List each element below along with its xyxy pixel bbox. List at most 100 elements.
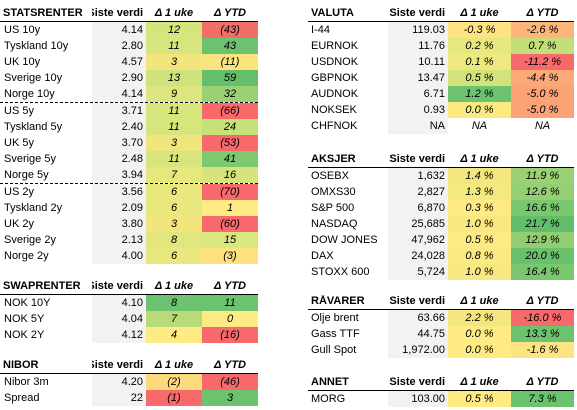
last-value-cell: 4.14 (92, 22, 146, 38)
last-value-cell: 4.10 (92, 295, 146, 311)
table-row: S&P 500 6,870 0.3 % 16.6 % (308, 200, 574, 216)
week-change-cell: (2) (146, 374, 202, 390)
week-change-cell: 0.0 % (448, 326, 511, 342)
row-label: EURNOK (311, 40, 359, 52)
week-change-cell: 13 (146, 70, 202, 86)
ytd-change-cell: -2.6 % (511, 22, 574, 38)
row-label: DOW JONES (311, 234, 378, 246)
ytd-change-cell: 11 (202, 295, 258, 311)
last-value-cell: 63.66 (388, 310, 448, 326)
last-value-cell: 4.14 (92, 86, 146, 102)
row-label: DAX (311, 250, 334, 262)
ytd-change-cell: 0 (202, 311, 258, 327)
column-header: Δ YTD (526, 375, 559, 388)
last-value-cell: 0.93 (388, 102, 448, 118)
annet-table: ANNET Siste verdi Δ 1 uke Δ YTD MORG 103.00 0.… (308, 373, 574, 407)
row-label: Sverige 2y (4, 234, 56, 246)
table-row: DOW JONES 47,962 0.5 % 12.9 % (308, 232, 574, 248)
statsrenter-header: STATSRENTER Siste verdi Δ 1 uke Δ YTD (0, 4, 258, 22)
week-change-cell: 6 (146, 248, 202, 264)
week-change-cell: 11 (146, 38, 202, 54)
row-label: US 5y (4, 105, 34, 117)
column-header: RÅVARER (311, 294, 365, 307)
table-row: NASDAQ 25,685 1.0 % 21.7 % (308, 216, 574, 232)
aksjer-header: AKSJER Siste verdi Δ 1 uke Δ YTD (308, 150, 574, 168)
aksjer-table: AKSJER Siste verdi Δ 1 uke Δ YTD OSEBX 1,632 1… (308, 150, 574, 280)
valuta-table: VALUTA Siste verdi Δ 1 uke Δ YTD I-44 119.03-… (308, 4, 574, 134)
last-value-cell: 2.13 (92, 232, 146, 248)
ytd-change-cell: 59 (202, 70, 258, 86)
table-row: Tyskland 10y 2.80 11 43 (0, 38, 258, 54)
week-change-cell: 7 (146, 167, 202, 183)
week-change-cell: 11 (146, 103, 202, 119)
row-label: GBPNOK (311, 72, 359, 84)
ytd-change-cell: 1 (202, 200, 258, 216)
table-row: OMXS30 2,827 1.3 % 12.6 % (308, 184, 574, 200)
ytd-change-cell: 43 (202, 38, 258, 54)
table-row: STOXX 600 5,724 1.0 % 16.4 % (308, 264, 574, 280)
week-change-cell: 0.3 % (448, 200, 511, 216)
week-change-cell: 8 (146, 295, 202, 311)
column-header: SWAPRENTER (3, 279, 81, 292)
ytd-change-cell: (46) (202, 374, 258, 390)
table-row: EURNOK 11.76 0.2 % 0.7 % (308, 38, 574, 54)
last-value-cell: 2.80 (92, 38, 146, 54)
ytd-change-cell: -16.0 % (511, 310, 574, 326)
ytd-change-cell: -1.6 % (511, 342, 574, 358)
table-row: Norge 5y 3.94 7 16 (0, 167, 258, 183)
ytd-change-cell: (70) (202, 184, 258, 200)
row-label: I-44 (311, 24, 330, 36)
week-change-cell: 0.5 % (448, 232, 511, 248)
column-header: Δ YTD (213, 358, 247, 371)
table-row: UK 10y 4.57 3 (11) (0, 54, 258, 70)
ytd-change-cell: 16.6 % (511, 200, 574, 216)
last-value-cell: 2,827 (388, 184, 448, 200)
ytd-change-cell: (43) (202, 22, 258, 38)
row-label: US 2y (4, 186, 34, 198)
week-change-cell: 4 (146, 327, 202, 343)
ytd-change-cell: (60) (202, 216, 258, 232)
row-label: MORG (311, 393, 346, 405)
row-label: AUDNOK (311, 88, 359, 100)
column-header: Δ YTD (526, 6, 559, 19)
row-label: STOXX 600 (311, 266, 370, 278)
statsrenter-table: STATSRENTER Siste verdi Δ 1 uke Δ YTD US 10y… (0, 4, 258, 264)
row-label: Gull Spot (311, 344, 357, 356)
column-header: Δ 1 uke (154, 279, 194, 292)
ytd-change-cell: 12.6 % (511, 184, 574, 200)
table-row: Olje brent 63.66 2.2 % -16.0 % (308, 310, 574, 326)
row-label: Olje brent (311, 312, 359, 324)
column-header: Siste verdi (92, 6, 143, 19)
swaprenter-table: SWAPRENTER Siste verdi Δ 1 uke Δ YTD NOK 10Y… (0, 277, 258, 343)
ytd-change-cell: NA (534, 120, 551, 132)
table-row: Nibor 3m 4.20 (2) (46) (0, 374, 258, 390)
row-label: Norge 5y (4, 169, 49, 181)
swaprenter-header: SWAPRENTER Siste verdi Δ 1 uke Δ YTD (0, 277, 258, 295)
week-change-cell: 1.4 % (448, 168, 511, 184)
last-value-cell: 1,972.00 (388, 342, 448, 358)
last-value-cell: 6,870 (388, 200, 448, 216)
week-change-cell: 9 (146, 86, 202, 102)
last-value-cell: 3.70 (92, 135, 146, 151)
row-label: NOK 10Y (4, 297, 51, 309)
table-row: NOKSEK 0.93 0.0 % -5.0 % (308, 102, 574, 118)
table-row: Gass TTF 44.75 0.0 % 13.3 % (308, 326, 574, 342)
ytd-change-cell: -4.4 % (511, 70, 574, 86)
column-header: Δ YTD (526, 152, 559, 165)
last-value-cell: NA (388, 118, 448, 134)
ytd-change-cell: -11.2 % (511, 54, 574, 70)
week-change-cell: 0.0 % (448, 102, 511, 118)
ytd-change-cell: 13.3 % (511, 326, 574, 342)
last-value-cell: 4.12 (92, 327, 146, 343)
last-value-cell: 6.71 (388, 86, 448, 102)
row-label: Nibor 3m (4, 376, 49, 388)
ytd-change-cell: 15 (202, 232, 258, 248)
week-change-cell: 6 (146, 200, 202, 216)
row-label: NOK 5Y (4, 313, 45, 325)
table-row: Sverige 2y 2.13 8 15 (0, 232, 258, 248)
table-row: Sverige 5y 2.48 11 41 (0, 151, 258, 167)
row-label: Norge 10y (4, 88, 55, 100)
last-value-cell: 11.76 (388, 38, 448, 54)
table-row: UK 5y 3.70 3 (53) (0, 135, 258, 151)
ravarer-table: RÅVARER Siste verdi Δ 1 uke Δ YTD Olje brent… (308, 292, 574, 358)
